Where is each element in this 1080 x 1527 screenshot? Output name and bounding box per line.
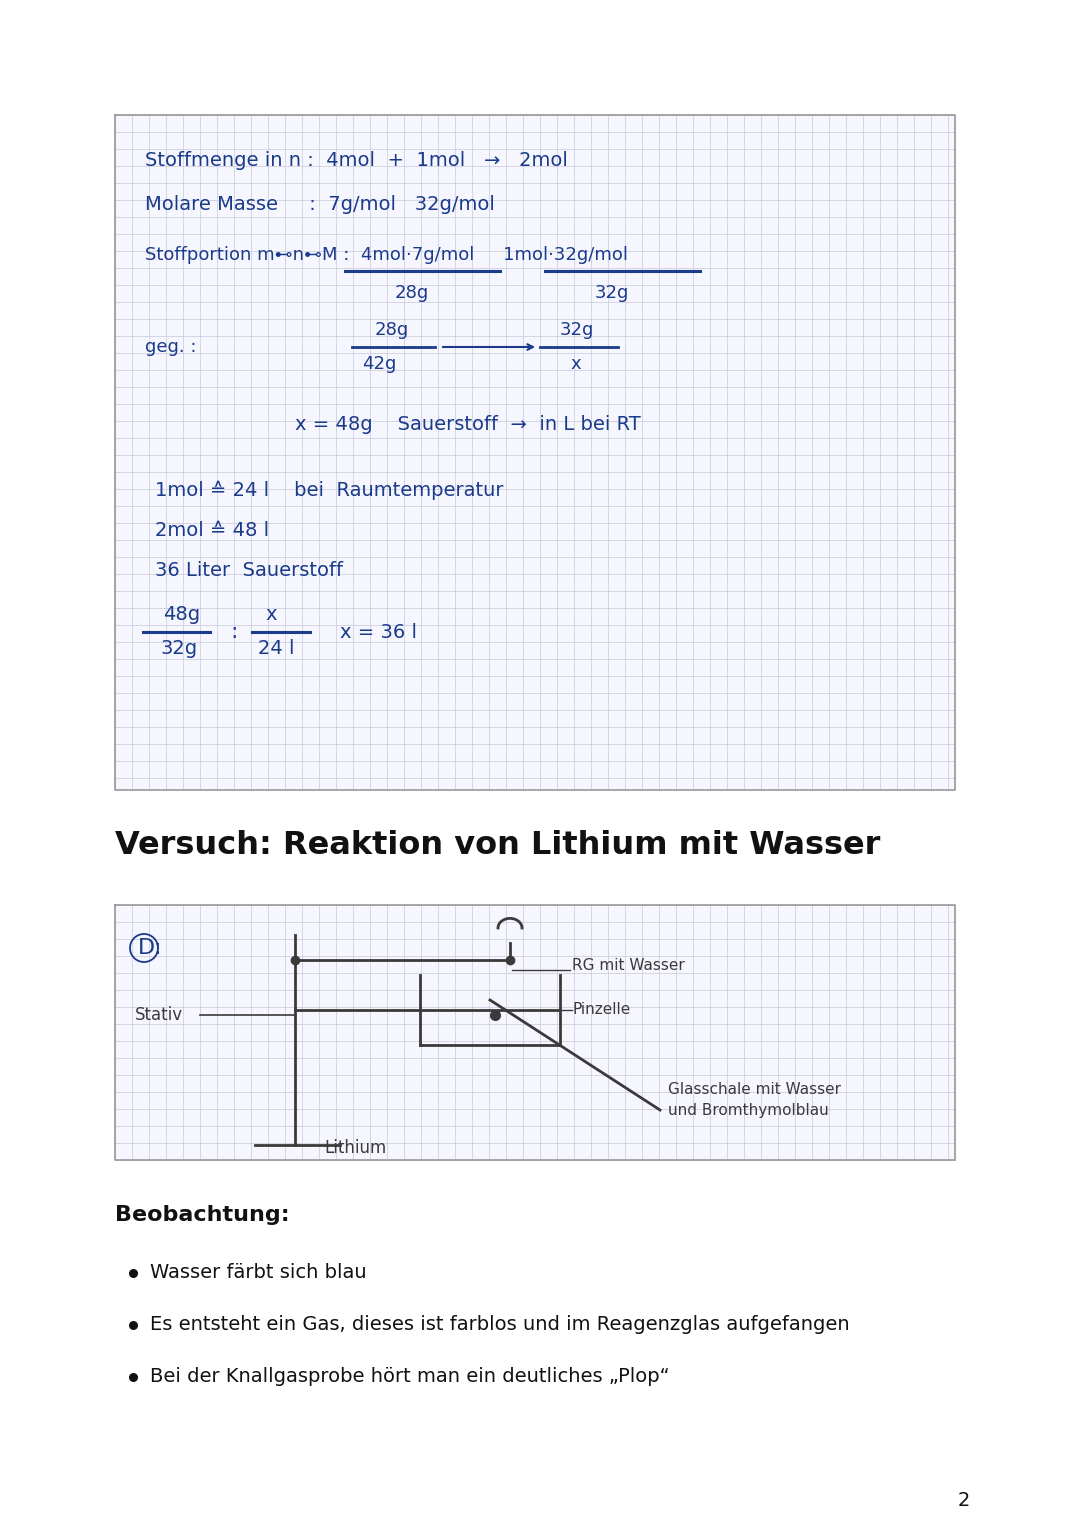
Text: Es entsteht ein Gas, dieses ist farblos und im Reagenzglas aufgefangen: Es entsteht ein Gas, dieses ist farblos … <box>150 1315 850 1335</box>
Text: Bei der Knallgasprobe hört man ein deutliches „Plop“: Bei der Knallgasprobe hört man ein deutl… <box>150 1368 670 1387</box>
Text: 42g: 42g <box>362 354 396 373</box>
Text: 2: 2 <box>958 1490 970 1510</box>
Text: 48g: 48g <box>163 606 200 625</box>
Text: 2mol ≙ 48 l: 2mol ≙ 48 l <box>156 521 269 539</box>
Text: Wasser färbt sich blau: Wasser färbt sich blau <box>150 1263 366 1283</box>
Text: 28g: 28g <box>375 321 409 339</box>
Text: geg. :: geg. : <box>145 337 197 356</box>
Text: RG mit Wasser: RG mit Wasser <box>572 957 685 973</box>
Text: Lithium: Lithium <box>324 1139 387 1157</box>
Text: Beobachtung:: Beobachtung: <box>114 1205 289 1225</box>
Text: Pinzelle: Pinzelle <box>572 1003 631 1017</box>
Text: D:: D: <box>138 938 163 957</box>
Text: Stoffmenge in n :  4mol  +  1mol   →   2mol: Stoffmenge in n : 4mol + 1mol → 2mol <box>145 151 568 169</box>
Text: 32g: 32g <box>595 284 630 302</box>
Text: Stoffportion m⊷n⊷M :  4mol·7g/mol     1mol·32g/mol: Stoffportion m⊷n⊷M : 4mol·7g/mol 1mol·32… <box>145 246 627 264</box>
Text: x = 48g    Sauerstoff  →  in L bei RT: x = 48g Sauerstoff → in L bei RT <box>295 415 640 435</box>
Text: x: x <box>265 606 276 625</box>
Text: 32g: 32g <box>160 640 198 658</box>
Text: 28g: 28g <box>395 284 429 302</box>
Text: 32g: 32g <box>561 321 594 339</box>
Text: x = 36 l: x = 36 l <box>340 623 417 641</box>
Text: x: x <box>570 354 581 373</box>
Text: Molare Masse     :  7g/mol   32g/mol: Molare Masse : 7g/mol 32g/mol <box>145 195 495 214</box>
Text: :: : <box>230 621 238 641</box>
Text: 24 l: 24 l <box>258 640 295 658</box>
Text: 1mol ≙ 24 l    bei  Raumtemperatur: 1mol ≙ 24 l bei Raumtemperatur <box>156 481 503 499</box>
Text: Glasschale mit Wasser: Glasschale mit Wasser <box>669 1083 841 1098</box>
Text: Stativ: Stativ <box>135 1006 184 1025</box>
Text: und Bromthymolblau: und Bromthymolblau <box>669 1102 828 1118</box>
Text: 36 Liter  Sauerstoff: 36 Liter Sauerstoff <box>156 560 343 580</box>
Text: Versuch: Reaktion von Lithium mit Wasser: Versuch: Reaktion von Lithium mit Wasser <box>114 829 880 861</box>
